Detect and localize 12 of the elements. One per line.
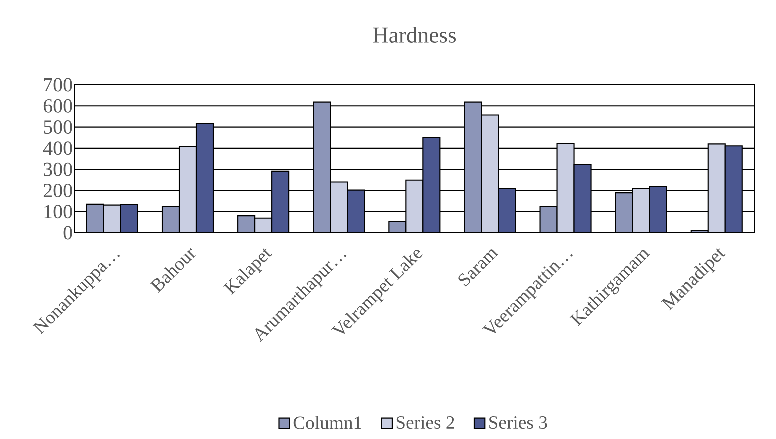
y-tick-label: 500 <box>44 120 72 134</box>
y-tick-label: 100 <box>44 205 72 219</box>
chart-title: Hardness <box>373 27 456 43</box>
y-tick-label: 600 <box>44 99 72 113</box>
y-tick-label: 700 <box>44 78 72 92</box>
legend-label: Column1 <box>294 416 362 430</box>
y-tick-label: 200 <box>44 184 72 198</box>
y-tick-label: 300 <box>44 162 72 176</box>
legend-label: Series 2 <box>396 416 454 430</box>
y-tick-label: 0 <box>64 226 72 240</box>
legend-label: Series 3 <box>490 416 548 430</box>
y-tick-label: 400 <box>43 142 72 156</box>
